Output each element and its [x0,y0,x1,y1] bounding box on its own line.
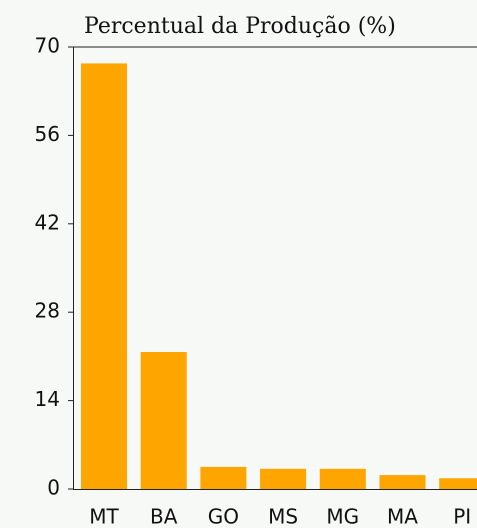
bar [379,475,426,489]
x-tick-label: MT [89,505,119,528]
chart-title: Percentual da Produção (%) [84,14,396,39]
x-tick-label: GO [208,505,239,528]
y-tick-label: 28 [35,299,60,323]
bar [439,478,477,489]
x-tick-label: MS [268,505,298,528]
bar [81,63,127,489]
x-tick-label: MG [326,505,359,528]
y-tick-label: 14 [35,387,60,411]
y-tick-label: 0 [47,476,60,500]
x-tick-label: PI [453,505,471,528]
bar [200,466,247,489]
bar [319,468,366,489]
y-tick-label: 42 [35,210,60,234]
bar [140,351,187,489]
x-tick-label: BA [150,505,178,528]
y-tick-label: 70 [35,34,60,58]
y-tick-label: 56 [35,122,60,146]
bar [260,468,307,489]
x-tick-label: MA [387,505,418,528]
